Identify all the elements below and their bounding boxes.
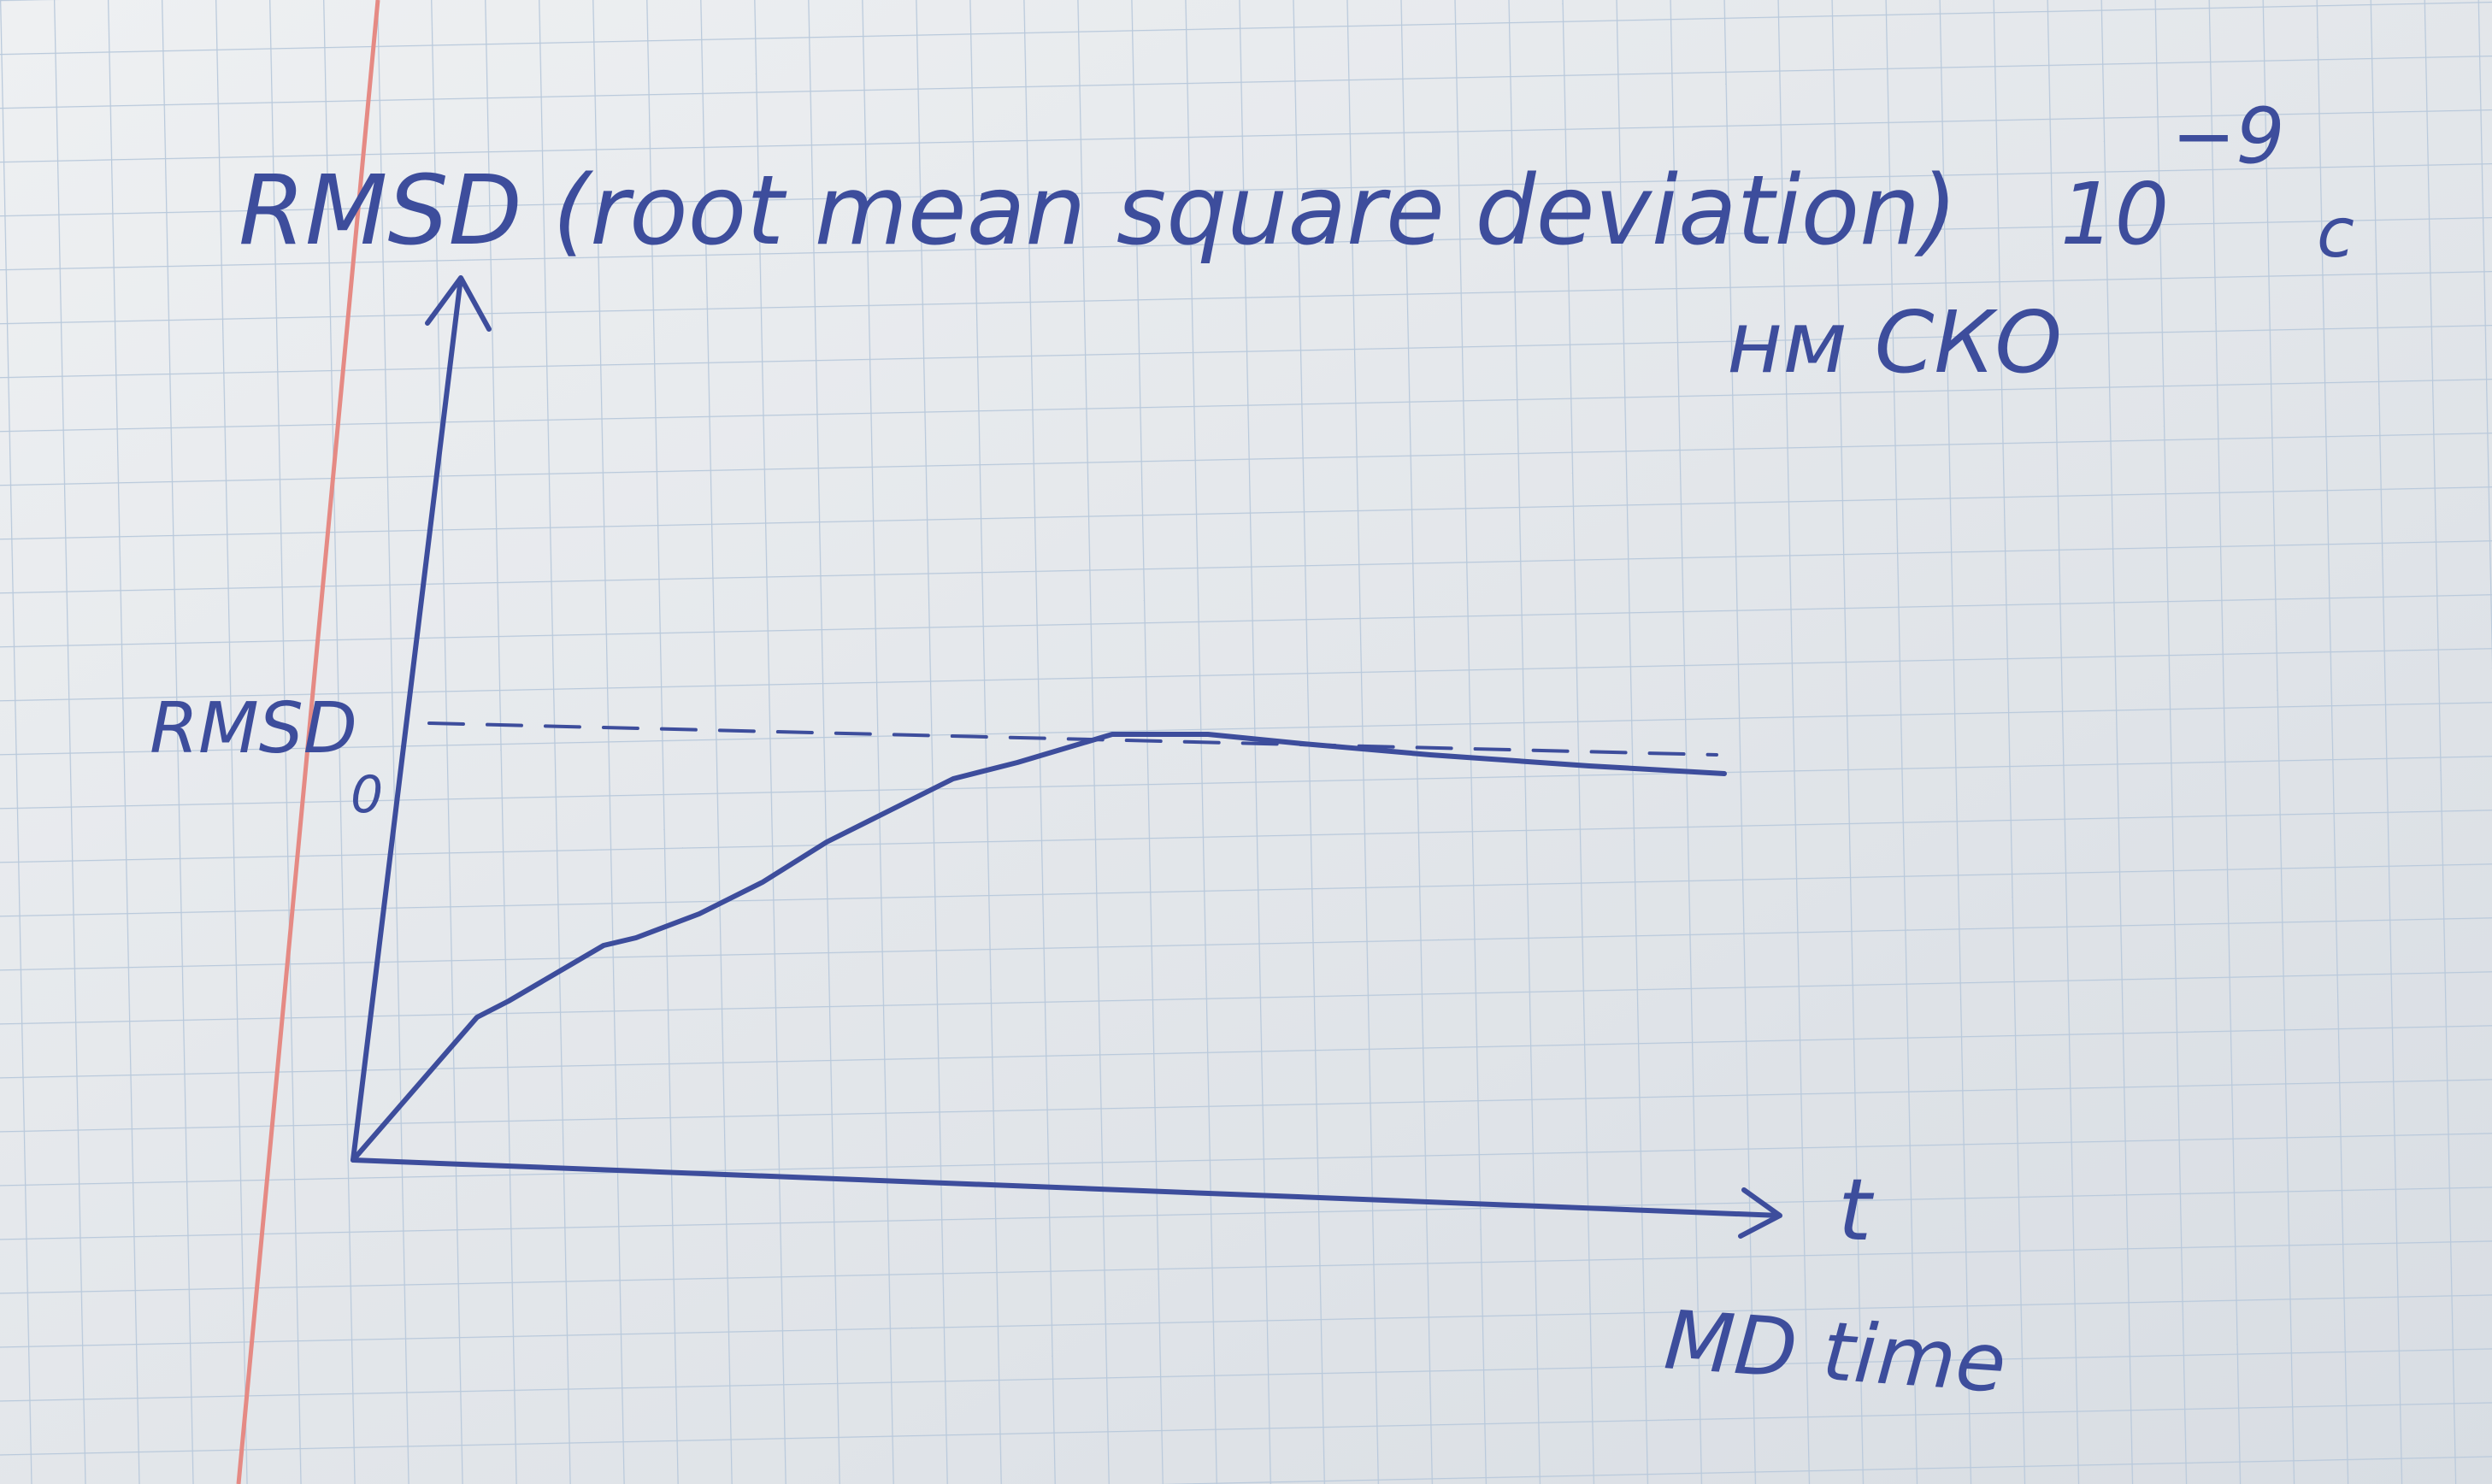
margin-line [236, 0, 380, 1484]
unit-suffix: c [2317, 193, 2354, 273]
unit-base: 10 [2060, 164, 2169, 264]
reference-label: RMSD [150, 688, 357, 769]
x-symbol: t [1838, 1160, 1875, 1260]
rmsd-curve [351, 732, 1727, 1163]
unit-exponent: −9 [2171, 91, 2285, 181]
reference-subscript: 0 [351, 765, 383, 825]
y-axis [351, 275, 492, 1163]
x-axis [351, 1157, 1782, 1239]
title: RMSD (root mean square deviation) [239, 156, 1958, 267]
reference-line [427, 721, 1718, 757]
unit-note: нм СКО [1727, 292, 2062, 392]
